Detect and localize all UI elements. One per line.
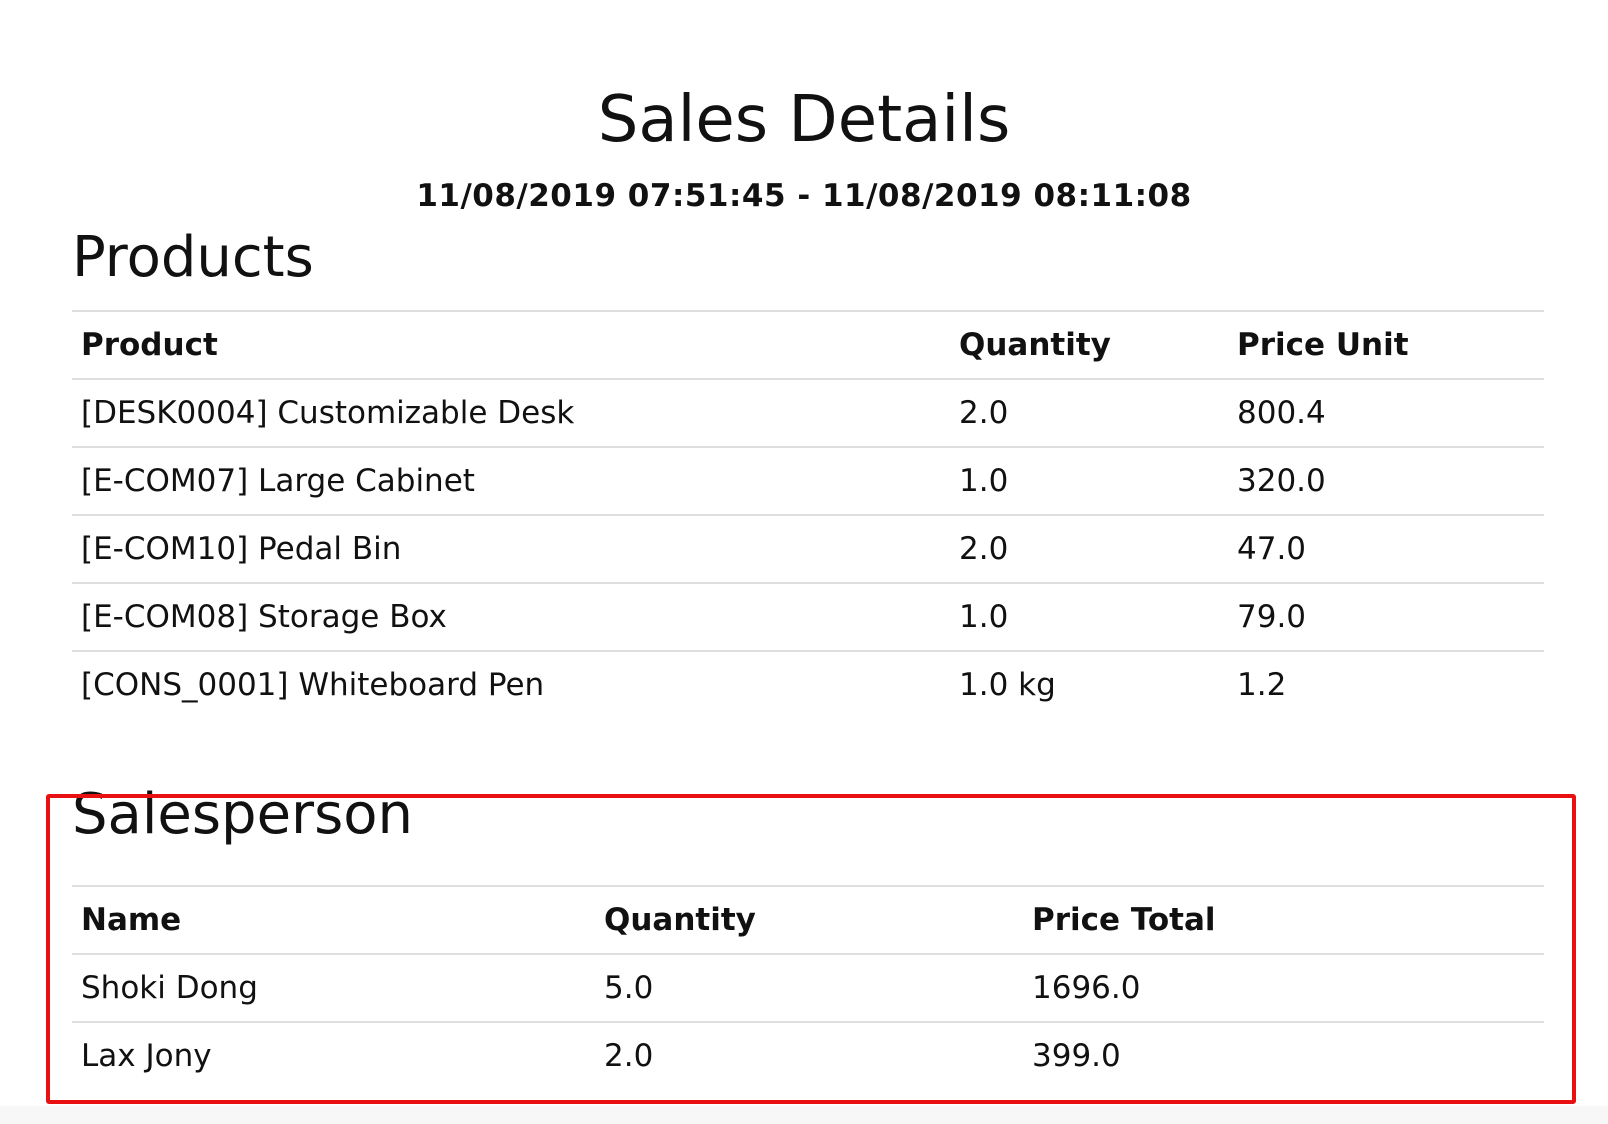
- products-header-row: Product Quantity Price Unit: [72, 310, 1544, 379]
- table-row: [DESK0004] Customizable Desk 2.0 800.4: [72, 378, 1544, 447]
- quantity-cell: 1.0 kg: [950, 650, 1228, 718]
- product-cell: [CONS_0001] Whiteboard Pen: [72, 650, 950, 718]
- price-unit-cell: 47.0: [1228, 514, 1544, 583]
- table-row: Shoki Dong 5.0 1696.0: [72, 953, 1544, 1022]
- quantity-cell: 2.0: [950, 378, 1228, 447]
- quantity-cell: 2.0: [595, 1021, 1023, 1089]
- price-unit-cell: 320.0: [1228, 446, 1544, 515]
- table-row: Lax Jony 2.0 399.0: [72, 1021, 1544, 1089]
- page-bottom-strip: [0, 1106, 1608, 1124]
- products-heading: Products: [72, 225, 314, 290]
- column-header-price-unit: Price Unit: [1228, 310, 1544, 379]
- quantity-cell: 1.0: [950, 446, 1228, 515]
- price-total-cell: 1696.0: [1023, 953, 1544, 1022]
- product-cell: [E-COM08] Storage Box: [72, 582, 950, 651]
- table-row: [E-COM07] Large Cabinet 1.0 320.0: [72, 446, 1544, 515]
- name-cell: Lax Jony: [72, 1021, 595, 1089]
- name-cell: Shoki Dong: [72, 953, 595, 1022]
- salesperson-heading: Salesperson: [72, 782, 414, 847]
- table-row: [E-COM10] Pedal Bin 2.0 47.0: [72, 514, 1544, 583]
- column-header-quantity: Quantity: [595, 885, 1023, 954]
- price-total-cell: 399.0: [1023, 1021, 1544, 1089]
- column-header-quantity: Quantity: [950, 310, 1228, 379]
- product-cell: [E-COM07] Large Cabinet: [72, 446, 950, 515]
- report-title: Sales Details: [597, 83, 1011, 157]
- salesperson-header-row: Name Quantity Price Total: [72, 885, 1544, 954]
- products-table: Product Quantity Price Unit [DESK0004] C…: [72, 310, 1544, 718]
- column-header-price-total: Price Total: [1023, 885, 1544, 954]
- table-row: [CONS_0001] Whiteboard Pen 1.0 kg 1.2: [72, 650, 1544, 718]
- table-row: [E-COM08] Storage Box 1.0 79.0: [72, 582, 1544, 651]
- salesperson-table: Name Quantity Price Total Shoki Dong 5.0…: [72, 885, 1544, 1089]
- price-unit-cell: 1.2: [1228, 650, 1544, 718]
- column-header-name: Name: [72, 885, 595, 954]
- product-cell: [E-COM10] Pedal Bin: [72, 514, 950, 583]
- report-date-range: 11/08/2019 07:51:45 - 11/08/2019 08:11:0…: [416, 178, 1192, 214]
- price-unit-cell: 79.0: [1228, 582, 1544, 651]
- price-unit-cell: 800.4: [1228, 378, 1544, 447]
- column-header-product: Product: [72, 310, 950, 379]
- quantity-cell: 2.0: [950, 514, 1228, 583]
- quantity-cell: 5.0: [595, 953, 1023, 1022]
- quantity-cell: 1.0: [950, 582, 1228, 651]
- product-cell: [DESK0004] Customizable Desk: [72, 378, 950, 447]
